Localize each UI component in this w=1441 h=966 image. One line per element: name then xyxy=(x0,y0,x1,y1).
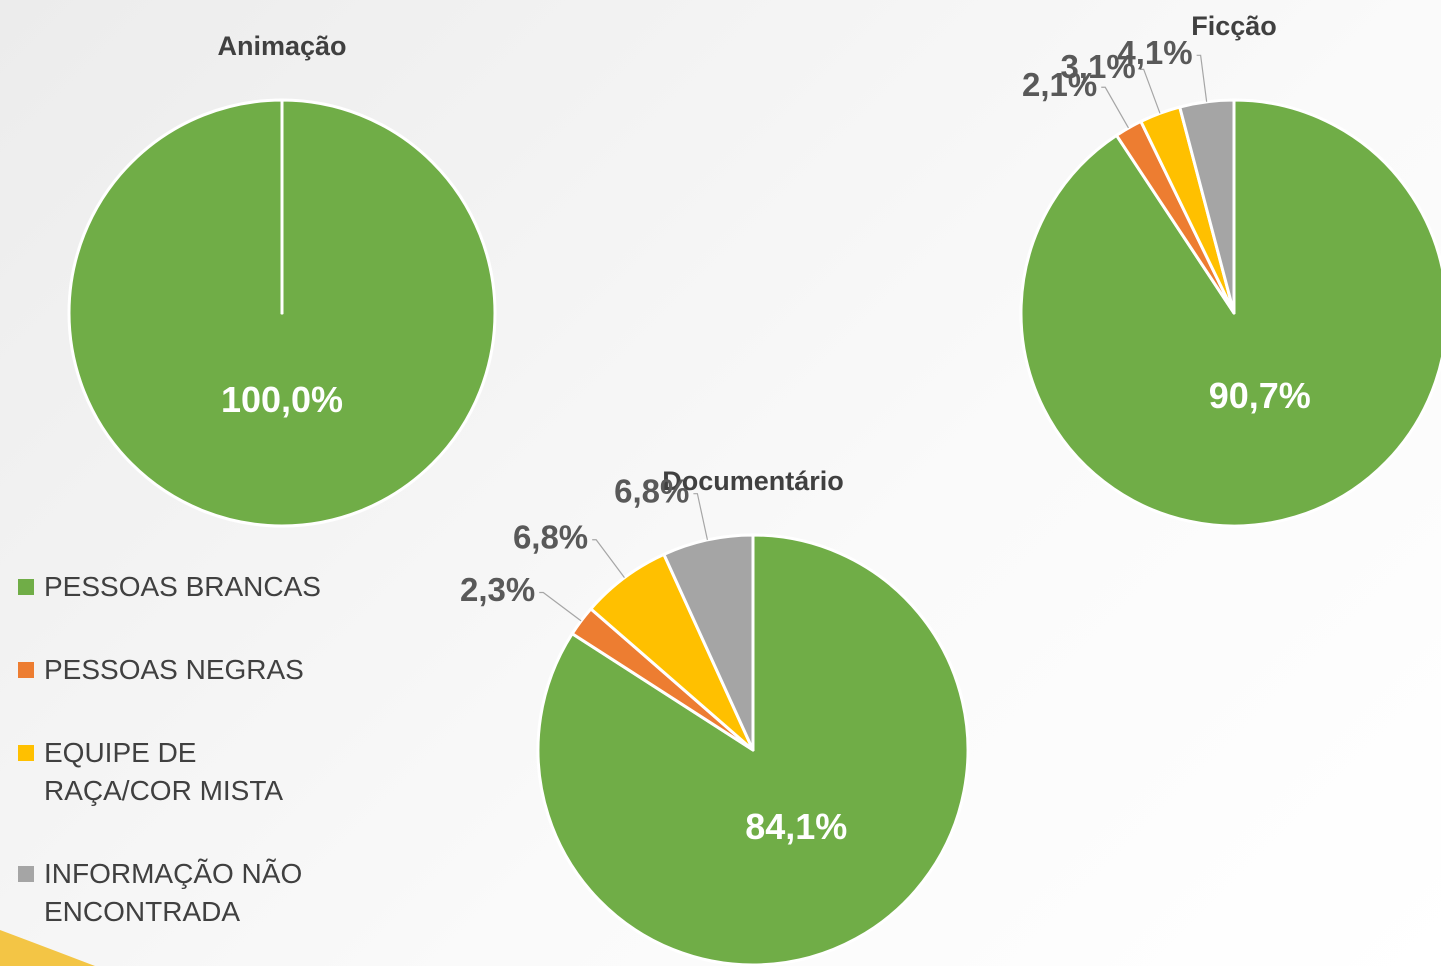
legend-swatch xyxy=(18,745,34,761)
data-label: 4,1% xyxy=(1117,34,1192,71)
data-label: 6,8% xyxy=(513,518,588,555)
leader-line xyxy=(1139,68,1161,114)
data-label: 3,1% xyxy=(1060,48,1135,85)
chart-title: Animação xyxy=(217,31,346,61)
leader-line xyxy=(693,493,709,541)
data-label: 6,8% xyxy=(614,472,689,509)
pie-slice xyxy=(1178,98,1236,315)
legend-item: EQUIPE DE RAÇA/COR MISTA xyxy=(14,734,344,810)
legend-swatch xyxy=(18,866,34,882)
leader-line xyxy=(539,591,582,622)
chart-title: Documentário xyxy=(662,466,844,496)
chart-title: Ficção xyxy=(1191,11,1277,41)
legend-label: PESSOAS NEGRAS xyxy=(44,654,304,685)
data-label: 2,3% xyxy=(460,571,535,608)
data-label: 2,1% xyxy=(1022,66,1097,103)
legend-label: INFORMAÇÃO NÃO ENCONTRADA xyxy=(44,858,303,927)
leader-line xyxy=(1196,54,1208,102)
legend-swatch xyxy=(18,662,34,678)
leader-line xyxy=(592,539,625,579)
leader-line xyxy=(1101,86,1129,129)
pie-slice xyxy=(536,533,970,966)
decoration xyxy=(0,930,95,966)
legend-label: PESSOAS BRANCAS xyxy=(44,571,321,602)
data-label: 100,0% xyxy=(221,379,343,420)
legend-item: PESSOAS NEGRAS xyxy=(14,651,344,689)
legend-item: PESSOAS BRANCAS xyxy=(14,568,344,606)
legend: PESSOAS BRANCAS PESSOAS NEGRAS EQUIPE DE R… xyxy=(14,568,344,966)
data-label: 84,1% xyxy=(745,806,847,847)
legend-swatch xyxy=(18,579,34,595)
legend-item: INFORMAÇÃO NÃO ENCONTRADA xyxy=(14,855,344,931)
pie-slice xyxy=(1019,98,1441,528)
legend-label: EQUIPE DE RAÇA/COR MISTA xyxy=(44,737,284,806)
data-label: 90,7% xyxy=(1209,375,1311,416)
